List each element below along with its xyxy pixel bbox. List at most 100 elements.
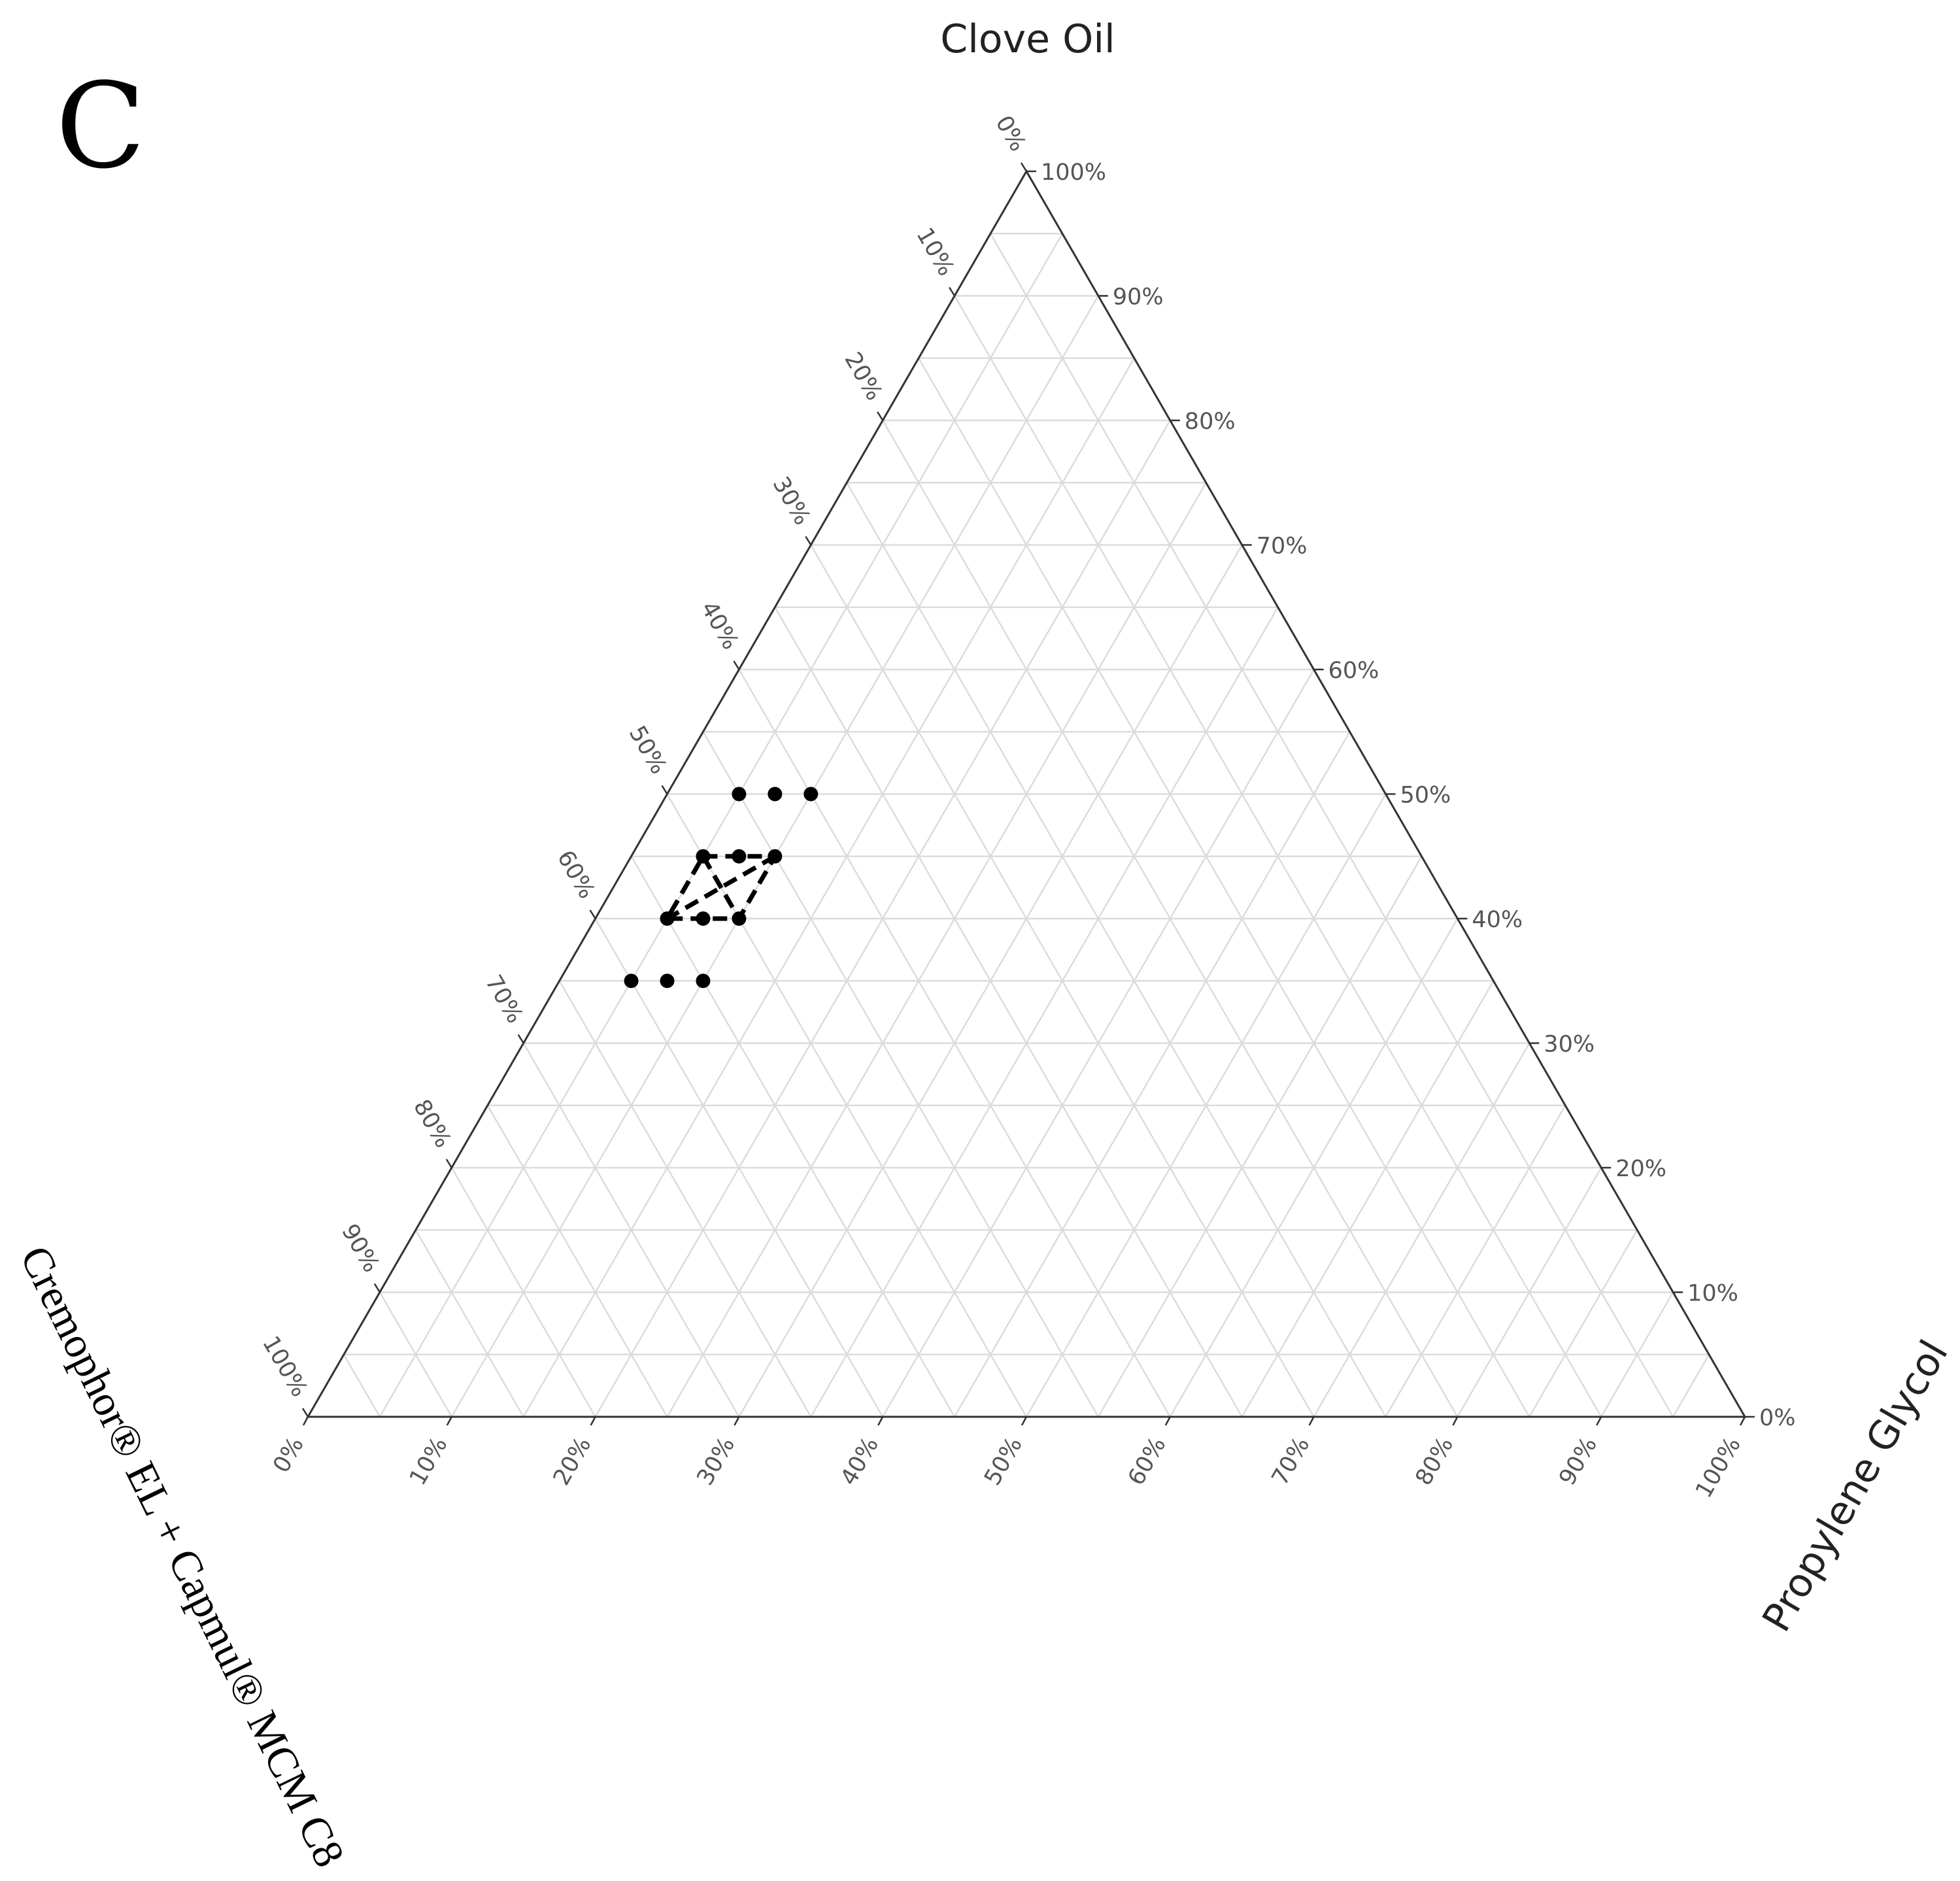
grid-line-smix-90 xyxy=(379,1291,452,1417)
tick-label-right-10: 10% xyxy=(1687,1281,1738,1307)
tick-bottom-60 xyxy=(1164,1416,1171,1426)
grid-line-pg-70 xyxy=(1313,1042,1530,1417)
tick-label-right-30: 30% xyxy=(1544,1032,1595,1058)
tick-left-60 xyxy=(589,909,596,919)
grid-line-smix-80 xyxy=(450,1167,596,1417)
tick-left-0 xyxy=(1020,162,1028,172)
tick-bottom-20 xyxy=(590,1416,596,1426)
tick-label-right-80: 80% xyxy=(1185,409,1236,435)
tick-label-right-70: 70% xyxy=(1257,534,1308,560)
grid-line-pg-45 xyxy=(954,731,1351,1417)
tick-label-left-80: 80% xyxy=(408,1095,456,1152)
data-point-5 xyxy=(732,849,747,864)
tick-label-left-30: 30% xyxy=(768,473,816,530)
tick-label-left-60: 60% xyxy=(552,846,600,903)
tick-label-bottom-80: 80% xyxy=(1411,1433,1459,1490)
data-point-11 xyxy=(660,974,675,989)
grid-line-pg-85 xyxy=(1529,1229,1638,1417)
tick-label-bottom-0: 0% xyxy=(268,1433,309,1478)
tick-label-left-40: 40% xyxy=(696,597,744,654)
tick-left-30 xyxy=(805,535,812,546)
grid-line-pg-25 xyxy=(666,482,1207,1417)
grid-line-smix-25 xyxy=(846,482,1387,1417)
dashed-region xyxy=(663,854,779,921)
grid-line-pg-75 xyxy=(1385,1105,1566,1417)
grid-line-smix-65 xyxy=(558,980,812,1417)
panel-label: C xyxy=(56,58,146,195)
grid-line-pg-55 xyxy=(1097,856,1423,1417)
tick-bottom-10 xyxy=(446,1416,452,1426)
tick-bottom-90 xyxy=(1596,1416,1602,1426)
tick-bottom-30 xyxy=(734,1416,740,1426)
grid-line-smix-55 xyxy=(630,856,956,1417)
tick-label-right-40: 40% xyxy=(1472,907,1523,933)
grid-line-pg-95 xyxy=(1672,1354,1710,1417)
tick-label-left-90: 90% xyxy=(336,1220,384,1277)
axis-label-right: Propylene Glycol xyxy=(1753,1332,1957,1639)
tick-left-80 xyxy=(445,1159,452,1168)
tick-label-left-50: 50% xyxy=(624,722,672,779)
grid-line-smix-85 xyxy=(414,1229,524,1417)
tick-label-right-0: 0% xyxy=(1759,1405,1796,1431)
grid-line-smix-45 xyxy=(702,731,1099,1417)
tick-label-left-10: 10% xyxy=(911,224,959,280)
tick-left-20 xyxy=(877,411,884,421)
grid-line-smix-70 xyxy=(522,1042,740,1417)
data-point-8 xyxy=(696,911,711,926)
data-points xyxy=(624,787,819,989)
tick-label-right-50: 50% xyxy=(1400,783,1451,809)
tick-label-left-20: 20% xyxy=(839,348,888,405)
tick-label-right-20: 20% xyxy=(1615,1156,1666,1182)
tick-label-bottom-90: 90% xyxy=(1554,1433,1602,1490)
grid-line-smix-5 xyxy=(989,233,1674,1417)
tick-label-bottom-10: 10% xyxy=(405,1433,453,1490)
tick-bottom-0 xyxy=(302,1416,309,1426)
data-point-9 xyxy=(732,911,747,926)
tick-label-left-70: 70% xyxy=(480,971,528,1028)
tick-left-40 xyxy=(733,660,740,670)
grid-line-smix-75 xyxy=(486,1105,668,1417)
data-point-1 xyxy=(732,787,747,802)
region-diagonal-1 xyxy=(701,855,741,920)
tick-marks xyxy=(301,162,1755,1426)
tick-label-right-100: 100% xyxy=(1041,160,1106,186)
grid-line-smix-35 xyxy=(774,607,1243,1417)
data-point-10 xyxy=(624,974,639,989)
data-point-2 xyxy=(768,787,783,802)
grid-line-pg-35 xyxy=(810,607,1279,1417)
grid-line-pg-50 xyxy=(1025,793,1387,1417)
tick-label-bottom-100: 100% xyxy=(1691,1433,1746,1503)
tick-left-70 xyxy=(517,1034,524,1044)
grid-line-pg-5 xyxy=(379,233,1064,1417)
tick-label-bottom-70: 70% xyxy=(1267,1433,1315,1490)
tick-label-right-90: 90% xyxy=(1113,284,1164,311)
tick-left-10 xyxy=(949,286,956,297)
grid-line-pg-60 xyxy=(1169,918,1459,1417)
tick-label-left-0: 0% xyxy=(990,111,1030,156)
grid-line-pg-80 xyxy=(1457,1167,1602,1417)
tick-label-bottom-60: 60% xyxy=(1123,1433,1172,1490)
data-point-6 xyxy=(768,849,783,864)
tick-label-bottom-20: 20% xyxy=(549,1433,597,1490)
data-point-3 xyxy=(803,787,819,802)
tick-label-bottom-30: 30% xyxy=(692,1433,741,1490)
tick-bottom-50 xyxy=(1021,1416,1028,1426)
tick-bottom-70 xyxy=(1308,1416,1315,1426)
data-point-4 xyxy=(696,849,711,864)
data-point-12 xyxy=(696,974,711,989)
tick-label-bottom-40: 40% xyxy=(836,1433,884,1490)
tick-left-90 xyxy=(373,1283,380,1293)
grid-line-smix-95 xyxy=(343,1354,380,1417)
tick-left-50 xyxy=(661,785,668,795)
data-point-7 xyxy=(660,911,675,926)
axis-label-left: Cremophor® EL + Capmul® MCM C8 xyxy=(11,1239,354,1874)
tick-bottom-100 xyxy=(1739,1416,1746,1426)
tick-label-right-60: 60% xyxy=(1328,658,1379,684)
tick-left-100 xyxy=(301,1408,309,1417)
grid-line-pg-65 xyxy=(1241,980,1495,1417)
grid-line-pg-90 xyxy=(1600,1291,1674,1417)
tick-bottom-40 xyxy=(877,1416,884,1426)
grid-line-pg-15 xyxy=(522,358,1135,1417)
grid-line-smix-60 xyxy=(594,918,884,1417)
